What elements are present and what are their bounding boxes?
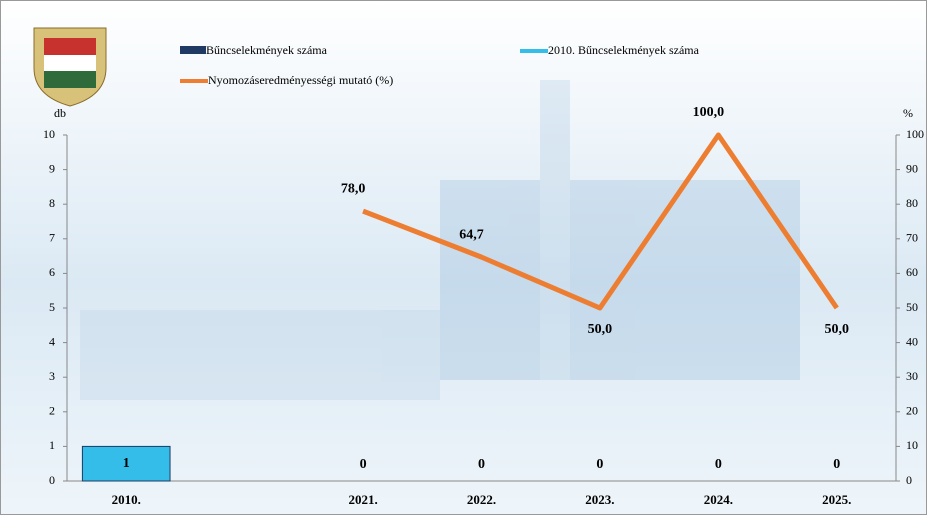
y2-tick-label: 40 [906, 334, 918, 348]
y-tick-label: 5 [49, 300, 55, 314]
y-tick-label: 10 [43, 127, 55, 141]
y2-tick-label: 70 [906, 231, 918, 245]
y2-tick-label: 10 [906, 438, 918, 452]
y2-tick-label: 60 [906, 265, 918, 279]
data-label: 1 [123, 456, 130, 471]
y-axis-label: db [54, 106, 66, 120]
y-tick-label: 4 [49, 334, 55, 348]
x-tick-label: 2022. [467, 492, 496, 507]
line [362, 132, 839, 311]
data-label: 50,0 [588, 322, 613, 337]
legend-entry: 2010. Bűncselekmények száma [548, 43, 700, 57]
y2-axis-label: % [903, 106, 913, 120]
data-label: 0 [360, 457, 367, 472]
data-label: 100,0 [693, 105, 725, 120]
data-label: 0 [478, 457, 485, 472]
legend-entry: Bűncselekmények száma [206, 43, 328, 57]
y-tick-label: 6 [49, 265, 55, 279]
y-tick-label: 2 [49, 404, 55, 418]
y-tick-label: 8 [49, 196, 55, 210]
y2-tick-label: 0 [906, 473, 912, 487]
y2-tick-label: 20 [906, 404, 918, 418]
data-label: 0 [833, 457, 840, 472]
data-label: 64,7 [459, 227, 484, 242]
y-tick-label: 9 [49, 161, 55, 175]
x-tick-label: 2025. [822, 492, 851, 507]
y2-tick-label: 80 [906, 196, 918, 210]
y2-tick-label: 100 [906, 127, 924, 141]
data-label: 78,0 [341, 181, 366, 196]
y-tick-label: 0 [49, 473, 55, 487]
bar [81, 445, 171, 482]
y2-tick-label: 90 [906, 161, 918, 175]
legend-swatch [180, 46, 206, 54]
y2-tick-label: 30 [906, 369, 918, 383]
y-tick-label: 3 [49, 369, 55, 383]
x-tick-label: 2023. [585, 492, 614, 507]
x-tick-label: 2024. [704, 492, 733, 507]
y2-tick-label: 50 [906, 300, 918, 314]
y-tick-label: 7 [49, 231, 55, 245]
data-label: 0 [596, 457, 603, 472]
data-label: 0 [715, 457, 722, 472]
logo [33, 27, 107, 107]
x-tick-label: 2010. [112, 492, 141, 507]
data-label: 50,0 [825, 322, 850, 337]
building [80, 80, 800, 400]
legend-entry: Nyomozáseredményességi mutató (%) [208, 73, 393, 87]
y-tick-label: 1 [49, 438, 55, 452]
x-tick-label: 2021. [348, 492, 377, 507]
